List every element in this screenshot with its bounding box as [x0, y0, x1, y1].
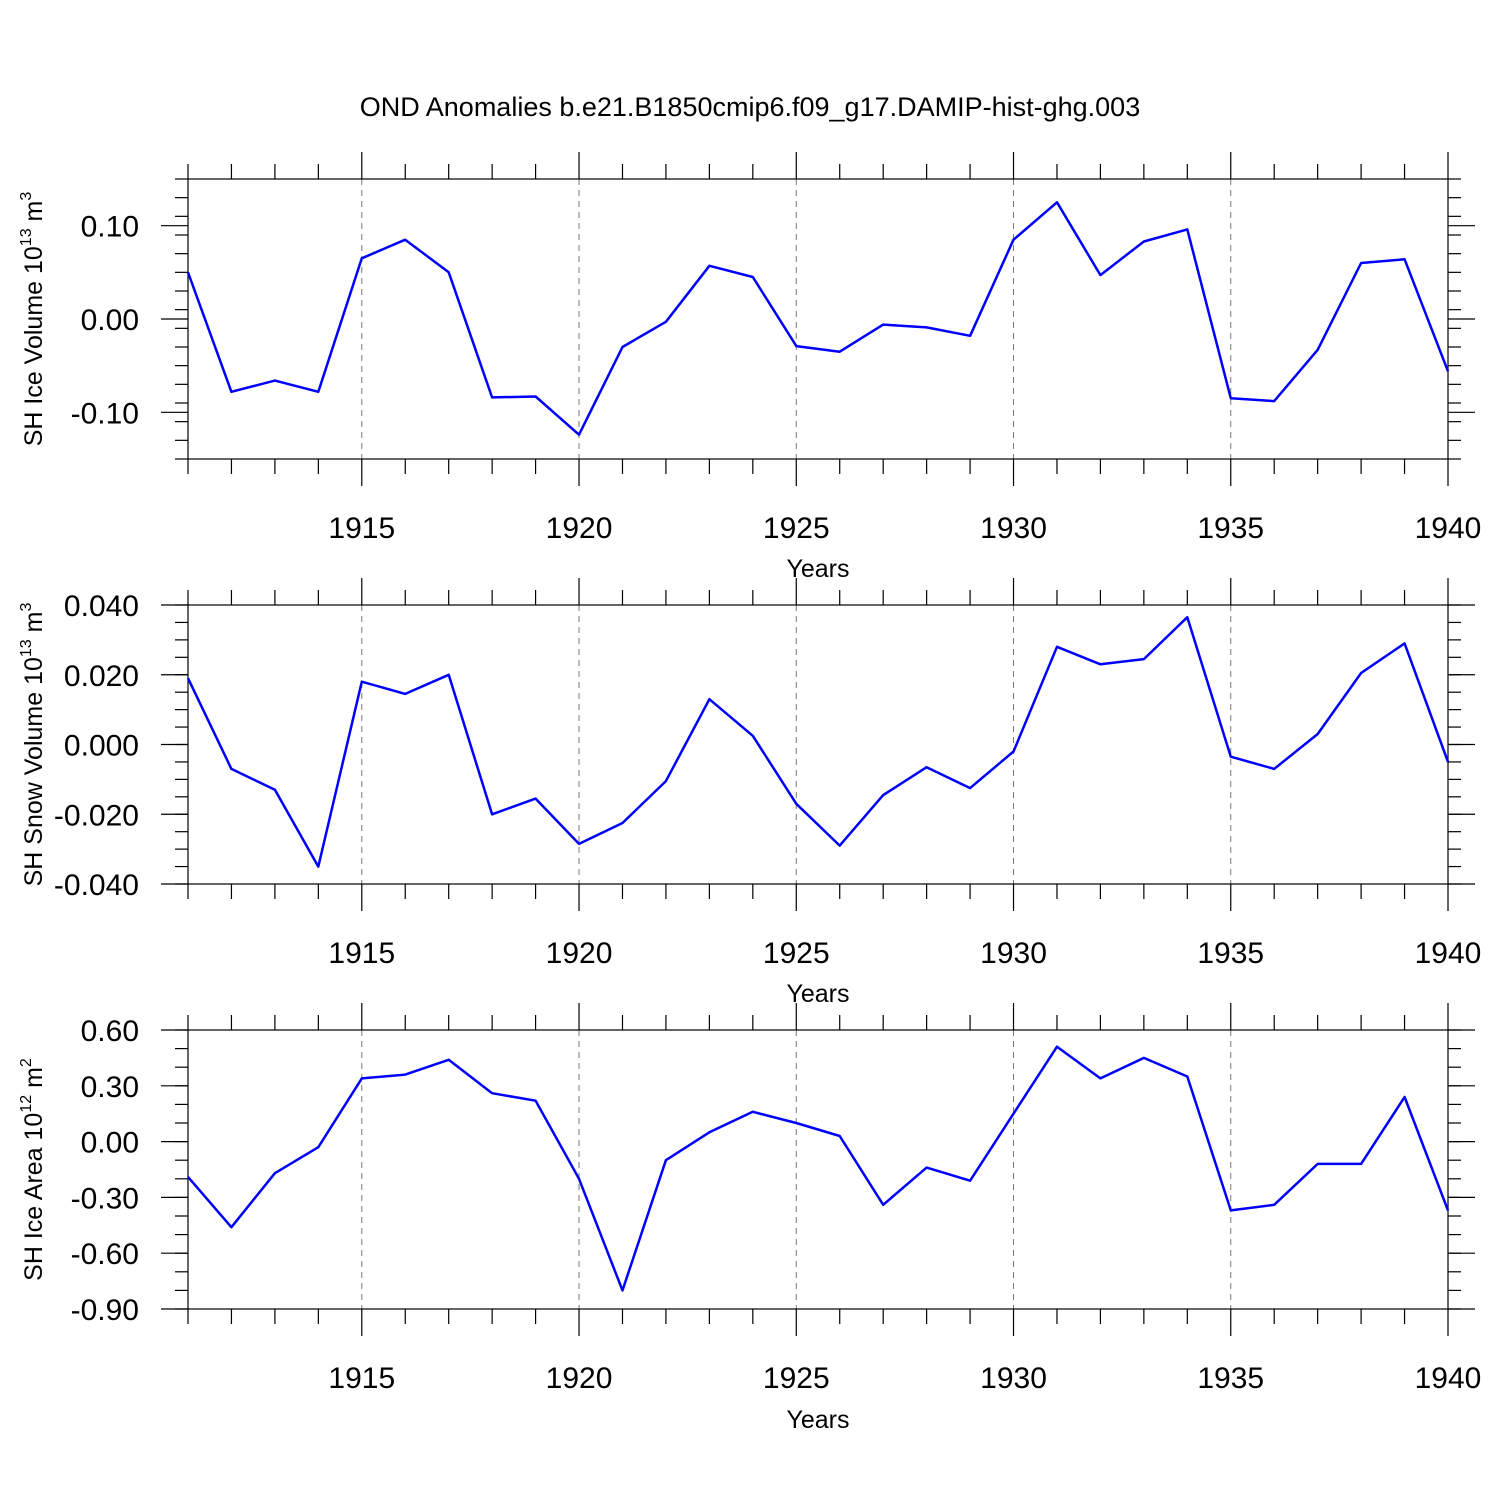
y-tick-label: 0.10: [81, 211, 139, 244]
y-tick-label: 0.00: [81, 304, 139, 337]
chart-title: OND Anomalies b.e21.B1850cmip6.f09_g17.D…: [360, 92, 1140, 122]
x-tick-label: 1935: [1197, 937, 1264, 970]
plot-frame: [187, 178, 1449, 460]
series-line: [186, 201, 1450, 436]
panels: -0.10 0.00 0.10 1915 1920 1925 1930 1935 1940 Yea…: [18, 152, 1481, 1434]
y-tick-label: -0.30: [71, 1182, 139, 1215]
x-tick-label: 1925: [763, 937, 830, 970]
y-axis-label-ylabel-unit: m: [20, 201, 48, 229]
y-axis-label: SH Snow Volume 1013 m3: [18, 603, 48, 887]
series-line: [186, 615, 1450, 868]
y-axis-label-ylabel-unit-exp: 3: [18, 192, 35, 201]
x-tick-label: 1925: [763, 512, 830, 545]
x-tick-label: 1920: [546, 512, 613, 545]
x-tick-label: 1920: [546, 1362, 613, 1395]
x-axis-label: Years: [786, 555, 849, 583]
y-axis-label: SH Ice Area 1012 m2: [18, 1058, 48, 1281]
plot-frame: [187, 1029, 1449, 1310]
x-tick-label: 1920: [546, 937, 613, 970]
y-tick-label: -0.040: [54, 869, 139, 902]
x-axis-label: Years: [786, 980, 849, 1008]
y-tick-label: -0.10: [71, 397, 139, 430]
y-axis-label-ylabel-exp: 13: [18, 228, 35, 246]
y-axis-label: SH Ice Volume 1013 m3: [18, 192, 48, 447]
x-axis-label: Years: [786, 1406, 849, 1434]
y-axis-label-ylabel-main: SH Ice Area 10: [20, 1113, 48, 1281]
x-tick-label: 1930: [980, 512, 1047, 545]
y-tick-label: 0.30: [81, 1071, 139, 1104]
x-tick-label: 1940: [1415, 512, 1482, 545]
y-tick-label: -0.60: [71, 1238, 139, 1271]
x-tick-label: 1915: [328, 937, 395, 970]
chart-panel-2: -0.040 -0.020 0.000 0.020 0.040 1915 1920 1925 1…: [18, 578, 1481, 1008]
series-line: [187, 1045, 1450, 1292]
y-tick-label: -0.020: [54, 799, 139, 832]
x-tick-label: 1930: [980, 1362, 1047, 1395]
x-tick-label: 1925: [763, 1362, 830, 1395]
y-axis-label-ylabel-exp: 13: [18, 639, 35, 657]
y-tick-label: 0.040: [64, 590, 139, 623]
y-tick-label: -0.90: [71, 1294, 139, 1327]
y-tick-label: 0.020: [64, 660, 139, 693]
y-axis-label-ylabel-main: SH Snow Volume 10: [20, 657, 48, 886]
x-tick-label: 1930: [980, 937, 1047, 970]
y-axis-label-ylabel-exp: 12: [18, 1095, 35, 1113]
y-axis-label-ylabel-main: SH Ice Volume 10: [20, 246, 48, 446]
y-axis-label-ylabel-unit-exp: 3: [18, 603, 35, 612]
chart-panel-3: -0.90 -0.60 -0.30 0.00 0.30 0.60 1915 1920 1925 1…: [18, 1003, 1481, 1434]
x-tick-label: 1935: [1197, 1362, 1264, 1395]
y-axis-label-ylabel-unit: m: [20, 612, 48, 640]
plot-frame: [187, 604, 1449, 885]
y-axis-label-ylabel-unit-exp: 2: [18, 1058, 35, 1067]
x-tick-label: 1940: [1415, 937, 1482, 970]
x-tick-label: 1915: [328, 1362, 395, 1395]
y-axis-label-ylabel-unit: m: [20, 1067, 48, 1095]
x-tick-label: 1915: [328, 512, 395, 545]
y-tick-label: 0.60: [81, 1015, 139, 1048]
y-tick-label: 0.00: [81, 1127, 139, 1160]
chart-panel-1: -0.10 0.00 0.10 1915 1920 1925 1930 1935 1940 Yea…: [18, 152, 1481, 583]
x-tick-label: 1935: [1197, 512, 1264, 545]
x-tick-label: 1940: [1415, 1362, 1482, 1395]
y-tick-label: 0.000: [64, 730, 139, 763]
